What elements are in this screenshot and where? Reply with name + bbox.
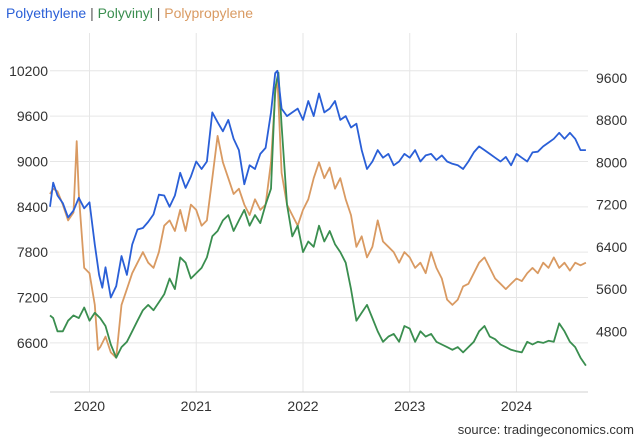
x-tick-label: 2024 <box>501 398 532 414</box>
source-credit[interactable]: source: tradingeconomics.com <box>457 422 634 437</box>
legend-separator: | <box>156 5 161 21</box>
x-tick-label: 2020 <box>74 398 105 414</box>
y-left-tick-label: 7200 <box>17 290 48 306</box>
x-tick-label: 2022 <box>287 398 318 414</box>
y-right-tick-label: 8800 <box>596 112 627 128</box>
legend: Polyethylene | Polyvinyl | Polypropylene <box>6 5 253 21</box>
y-right-tick-label: 5600 <box>596 281 627 297</box>
legend-polyethylene[interactable]: Polyethylene <box>6 5 87 21</box>
x-tick-label: 2023 <box>394 398 425 414</box>
x-tick-label: 2021 <box>181 398 212 414</box>
y-left-tick-label: 10200 <box>9 63 48 79</box>
legend-separator: | <box>90 5 94 21</box>
series-line-polyethylene <box>49 69 586 299</box>
y-left-tick-label: 9600 <box>17 108 48 124</box>
y-right-tick-label: 7200 <box>596 197 627 213</box>
y-right-tick-label: 4800 <box>596 323 627 339</box>
legend-polypropylene[interactable]: Polypropylene <box>164 5 253 21</box>
y-left-tick-label: 6600 <box>17 335 48 351</box>
y-right-tick-label: 8000 <box>596 154 627 170</box>
y-left-tick-label: 7800 <box>17 244 48 260</box>
series-line-polyvinyl <box>49 71 587 367</box>
y-left-tick-label: 8400 <box>17 199 48 215</box>
series-line-polypropylene <box>49 77 587 359</box>
legend-polyvinyl[interactable]: Polyvinyl <box>97 5 153 21</box>
y-right-tick-label: 6400 <box>596 239 627 255</box>
y-left-tick-label: 9000 <box>17 153 48 169</box>
y-right-tick-label: 9600 <box>596 70 627 86</box>
